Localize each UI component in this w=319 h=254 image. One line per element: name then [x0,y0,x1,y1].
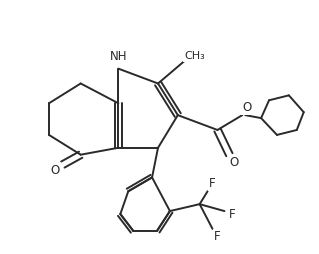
Text: NH: NH [110,50,127,63]
Text: O: O [230,156,239,169]
Text: F: F [229,208,236,220]
Text: F: F [209,177,216,190]
Text: O: O [50,164,60,177]
Text: F: F [214,230,221,243]
Text: O: O [243,101,252,114]
Text: CH₃: CH₃ [184,51,205,61]
